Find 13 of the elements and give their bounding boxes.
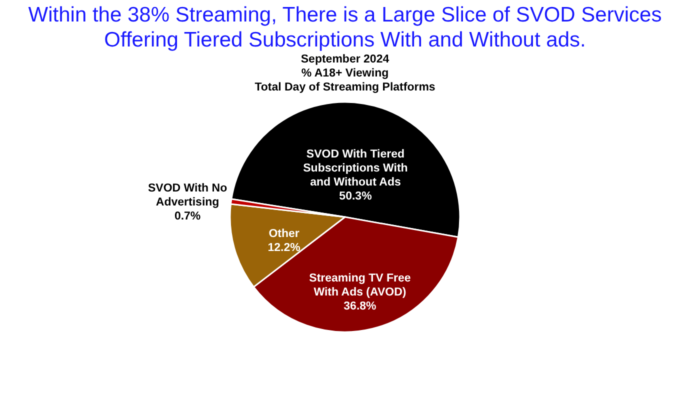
slice-label: SVOD With No Advertising bbox=[148, 182, 228, 208]
data-label: 36.8% bbox=[344, 300, 376, 312]
data-label: 0.7% bbox=[174, 210, 201, 222]
data-label: 12.2% bbox=[268, 242, 300, 254]
text: September 2024 bbox=[300, 54, 390, 66]
slice-label: Streaming TV Free With Ads (AVOD) bbox=[309, 272, 411, 298]
text: % A18+ Viewing bbox=[301, 68, 389, 80]
slice-label: Other bbox=[268, 228, 300, 240]
text: Offering Tiered Subscriptions With and Without ads. bbox=[104, 28, 586, 52]
text: Within the 38% Streaming, There is a Large Slice of SVOD Services bbox=[28, 4, 662, 26]
data-label: 50.3% bbox=[339, 190, 372, 203]
text: Total Day of Streaming Platforms bbox=[254, 82, 436, 94]
slice-label: SVOD With Tiered Subscriptions With and Without Ads bbox=[303, 148, 408, 189]
